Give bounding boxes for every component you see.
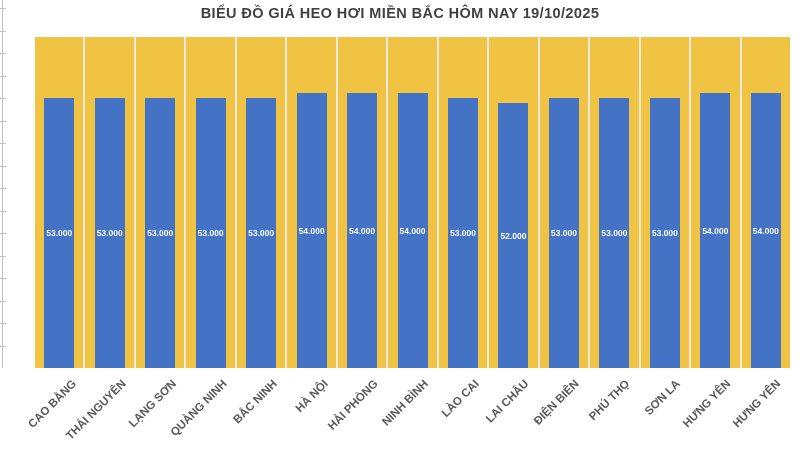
x-axis-label: SƠN LA — [642, 378, 683, 418]
bar-column: 53.000 — [638, 37, 690, 368]
x-axis-label: LÀO CAI — [439, 378, 482, 420]
bar-column: 53.000 — [588, 37, 639, 368]
y-axis-tick — [0, 211, 6, 212]
bar: 52.000 — [498, 103, 529, 368]
x-label-cell: BẮC NINH — [232, 368, 286, 456]
x-axis-label: LẠNG SƠN — [127, 378, 180, 431]
y-axis-tick — [0, 233, 6, 234]
bar-value-label: 53.000 — [96, 228, 123, 239]
x-axis-labels: CAO BẰNG THÁI NGUYÊN LẠNG SƠN QUẢNG NINH BẮC… — [26, 368, 790, 456]
bar-column: 54.000 — [689, 37, 740, 368]
bar-column: 53.000 — [184, 37, 235, 368]
y-axis-line — [0, 0, 6, 368]
bar-column: 53.000 — [234, 37, 286, 368]
bar: 53.000 — [195, 98, 226, 368]
x-label-cell: HẢI PHÒNG — [326, 368, 387, 456]
chart-title: BIỂU ĐỒ GIÁ HEO HƠI MIỀN BẮC HÔM NAY 19/… — [200, 6, 600, 22]
y-axis-tick — [0, 256, 6, 257]
y-axis-tick — [0, 323, 6, 324]
bar-value-label: 53.000 — [248, 228, 275, 239]
x-axis-label: ĐIỆN BIÊN — [532, 378, 582, 428]
y-axis-tick — [0, 121, 6, 122]
y-axis-tick — [0, 166, 6, 167]
y-axis-tick — [0, 8, 6, 9]
bar-value-label: 54.000 — [702, 225, 729, 236]
bar-value-label: 53.000 — [197, 228, 224, 239]
y-axis-tick — [0, 278, 6, 279]
bar-value-label: 53.000 — [601, 228, 628, 239]
x-label-cell: CAO BẰNG — [26, 368, 85, 456]
y-axis-tick — [0, 143, 6, 144]
x-axis-label: HƯNG YÊN — [731, 378, 784, 431]
bar: 54.000 — [750, 93, 781, 368]
x-label-cell: HƯNG YÊN — [731, 368, 790, 456]
x-label-cell: LẠNG SƠN — [127, 368, 186, 456]
x-label-cell: THÁI NGUYÊN — [64, 368, 135, 456]
plot-area: 53.000 53.000 53.000 53.000 53.000 54.000 54.0… — [35, 37, 791, 368]
bar: 54.000 — [700, 93, 731, 368]
x-label-cell: NINH BÌNH — [380, 368, 437, 456]
x-label-cell: SƠN LA — [639, 368, 689, 456]
x-label-cell: LÀO CAI — [438, 368, 488, 456]
bar: 53.000 — [548, 98, 579, 368]
bar-column: 52.000 — [487, 37, 538, 368]
x-label-cell: QUẢNG NINH — [169, 368, 236, 456]
x-label-cell: ĐIỆN BIÊN — [532, 368, 588, 456]
y-axis-tick — [0, 31, 6, 32]
x-axis-label: PHÚ THỌ — [587, 378, 633, 424]
y-axis-tick — [0, 301, 6, 302]
y-axis-tick — [0, 346, 6, 347]
bar-value-label: 54.000 — [298, 225, 325, 236]
bar-column: 54.000 — [386, 37, 437, 368]
x-axis-label: HƯNG YÊN — [680, 378, 733, 431]
bar-value-label: 52.000 — [500, 230, 527, 241]
bar: 53.000 — [94, 98, 125, 368]
x-axis-label: LAI CHÂU — [484, 378, 532, 426]
y-axis-tick — [0, 76, 6, 77]
x-label-cell: PHÚ THỌ — [587, 368, 639, 456]
y-axis-tick — [0, 98, 6, 99]
bar-value-label: 54.000 — [752, 225, 779, 236]
bar: 53.000 — [447, 98, 478, 368]
bar: 53.000 — [44, 98, 75, 368]
bar-value-label: 53.000 — [46, 228, 73, 239]
bar: 53.000 — [649, 98, 680, 368]
bar-column: 53.000 — [436, 37, 488, 368]
x-label-cell: HƯNG YÊN — [681, 368, 739, 456]
x-axis-label: NINH BÌNH — [380, 378, 431, 429]
y-axis-tick — [0, 53, 6, 54]
x-label-cell: HÀ NỘI — [287, 368, 337, 456]
bar: 53.000 — [599, 98, 630, 368]
bar-value-label: 53.000 — [550, 228, 577, 239]
x-axis-label: BẮC NINH — [231, 378, 280, 427]
bar: 54.000 — [397, 93, 428, 368]
x-axis-label: CAO BẰNG — [25, 378, 79, 431]
x-label-cell: LAI CHÂU — [484, 368, 538, 456]
bar-value-label: 53.000 — [147, 228, 174, 239]
bar: 54.000 — [347, 93, 378, 368]
x-axis-label: HÀ NỘI — [293, 378, 331, 415]
bar-column: 54.000 — [739, 37, 791, 368]
bar: 53.000 — [246, 98, 277, 368]
bar-column: 53.000 — [133, 37, 185, 368]
bar: 54.000 — [296, 93, 327, 368]
bar-column: 54.000 — [285, 37, 336, 368]
bar-column: 53.000 — [83, 37, 134, 368]
bar-column: 53.000 — [537, 37, 589, 368]
bar-column: 54.000 — [335, 37, 387, 368]
bar-column: 53.000 — [35, 37, 84, 368]
bar-value-label: 53.000 — [651, 228, 678, 239]
bar-value-label: 53.000 — [449, 228, 476, 239]
y-axis-tick — [0, 188, 6, 189]
bar: 53.000 — [145, 98, 176, 368]
bar-value-label: 54.000 — [399, 225, 426, 236]
bar-value-label: 54.000 — [349, 225, 376, 236]
